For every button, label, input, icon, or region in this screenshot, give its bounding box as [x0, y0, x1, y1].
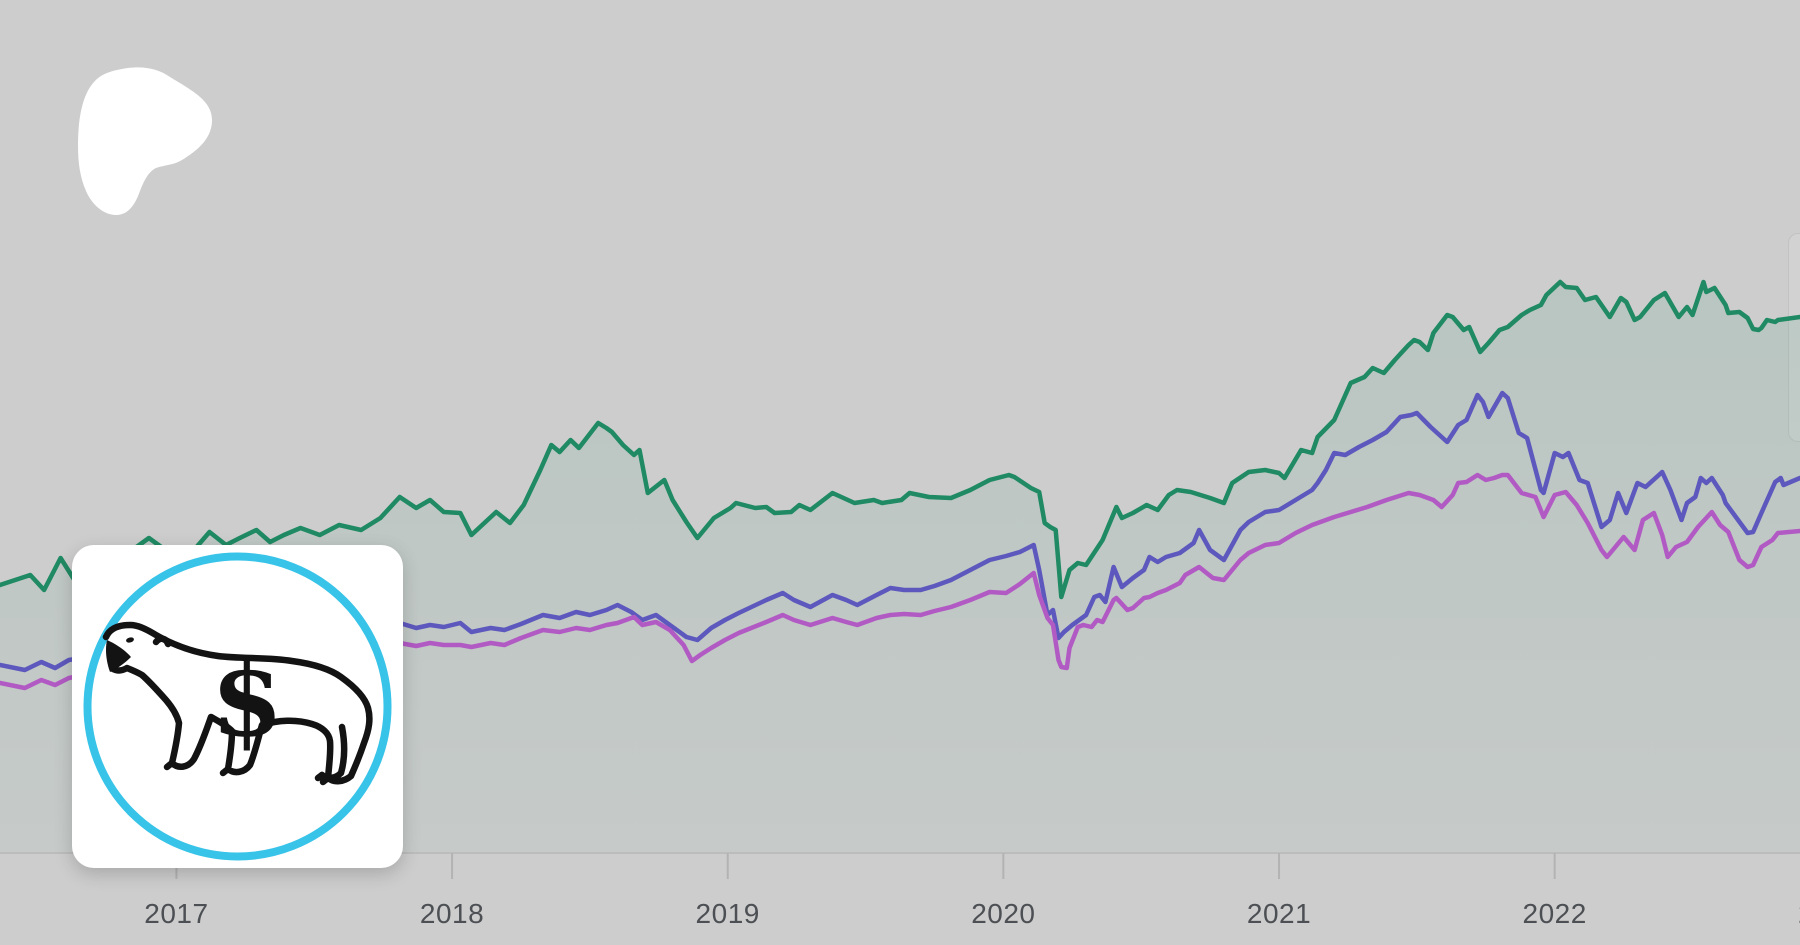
dollar-sign: $	[211, 637, 283, 760]
x-axis-label-2017: 2017	[144, 898, 209, 929]
avatar-ring	[83, 552, 392, 861]
x-axis-label-2019: 2019	[695, 898, 760, 929]
bear-eye	[126, 637, 134, 643]
x-axis-label-2020: 2020	[971, 898, 1036, 929]
green-area-fill	[0, 282, 1800, 853]
avatar-card: $	[72, 545, 403, 868]
patreon-logo-icon	[78, 67, 212, 215]
patreon-blob-shape	[78, 67, 212, 215]
x-axis-label-2022: 2022	[1522, 898, 1587, 929]
x-axis-label-2023: 2023	[1798, 898, 1800, 930]
x-axis-label-2021: 2021	[1246, 898, 1312, 929]
bear-mouth	[106, 640, 131, 672]
polar-bear-dollar-logo: $	[83, 552, 392, 861]
purple-series-line	[0, 472, 1800, 691]
series-lines	[0, 279, 1800, 691]
polar-bear-icon	[102, 621, 373, 786]
green-series-line	[0, 279, 1800, 600]
blue-series-line	[0, 390, 1800, 673]
x-axis-label-2018: 2018	[419, 898, 485, 929]
x-axis-ticks	[175, 853, 1556, 879]
